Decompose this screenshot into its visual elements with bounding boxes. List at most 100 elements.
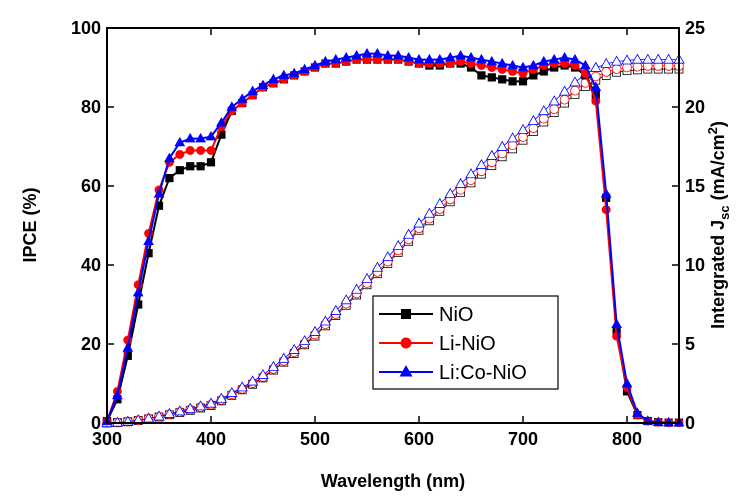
legend-label: Li-NiO (439, 333, 496, 355)
marker (371, 261, 384, 272)
marker (486, 149, 498, 160)
legend-marker (401, 309, 411, 319)
marker (621, 54, 633, 65)
marker (477, 71, 486, 80)
legend-marker (399, 365, 413, 377)
marker (548, 53, 560, 64)
marker (175, 149, 185, 159)
marker (215, 392, 228, 403)
marker (122, 342, 134, 352)
marker (600, 57, 612, 68)
marker (246, 375, 259, 386)
marker (186, 162, 195, 171)
marker (413, 217, 425, 228)
marker (382, 251, 394, 262)
marker (206, 158, 216, 167)
marker (601, 67, 611, 77)
marker (226, 386, 238, 397)
marker (601, 205, 611, 215)
marker (423, 207, 436, 218)
x-tick-label: 700 (508, 429, 538, 449)
x-tick-label: 300 (92, 429, 122, 449)
y2-tick-label: 25 (685, 18, 705, 38)
marker (112, 389, 123, 400)
y2-tick-label: 10 (685, 255, 705, 275)
marker (267, 360, 280, 371)
y-tick-label: 40 (81, 255, 101, 275)
marker (600, 188, 612, 198)
marker (330, 53, 342, 64)
marker (205, 130, 217, 141)
y2-tick-label: 5 (685, 334, 695, 354)
marker (184, 132, 196, 143)
marker (486, 55, 498, 66)
marker (340, 51, 352, 62)
marker (299, 63, 310, 74)
marker (538, 113, 549, 124)
marker (298, 334, 311, 345)
series (101, 47, 685, 427)
marker (164, 152, 175, 163)
marker (517, 123, 529, 134)
marker (247, 85, 258, 95)
marker (528, 123, 539, 133)
y-tick-label: 100 (71, 18, 101, 38)
marker (309, 59, 321, 70)
marker (632, 407, 643, 417)
marker (434, 53, 446, 64)
marker (610, 55, 623, 66)
marker (288, 67, 300, 78)
marker (382, 49, 394, 60)
marker (413, 53, 425, 64)
x-axis-label: Wavelength (nm) (321, 471, 465, 491)
x-tick-label: 800 (612, 429, 642, 449)
y-tick-label: 80 (81, 97, 101, 117)
marker (392, 239, 404, 250)
plot-frame (106, 27, 680, 424)
marker (527, 114, 540, 125)
marker (153, 410, 165, 421)
y2-tick-label: 0 (685, 413, 695, 433)
marker (475, 158, 488, 169)
marker (496, 140, 508, 151)
marker (444, 51, 456, 62)
marker (153, 188, 165, 198)
marker (498, 75, 507, 84)
marker (361, 272, 373, 283)
marker (559, 94, 570, 105)
marker (174, 136, 186, 147)
marker (549, 104, 559, 115)
marker (590, 61, 602, 72)
marker (196, 145, 206, 155)
marker (580, 59, 591, 70)
legend-marker (400, 337, 412, 349)
marker (548, 95, 560, 106)
marker (194, 400, 207, 411)
marker (351, 49, 362, 60)
marker (196, 162, 205, 171)
marker (508, 77, 517, 86)
y2-label-text: Intergrated J (708, 220, 728, 329)
marker (517, 61, 529, 72)
marker (257, 79, 269, 90)
marker (434, 197, 446, 208)
marker (662, 53, 675, 64)
marker (320, 55, 331, 66)
marker (175, 166, 184, 175)
marker (538, 55, 550, 66)
marker (132, 286, 144, 297)
marker (465, 168, 477, 179)
y2-label-end: ) (708, 121, 728, 127)
marker (340, 294, 352, 305)
marker (309, 325, 321, 336)
marker (319, 315, 332, 326)
marker (621, 377, 633, 388)
marker (206, 145, 216, 155)
legend: NiO Li-NiO Li:Co-NiO (372, 295, 559, 390)
marker (454, 177, 467, 188)
marker (611, 64, 622, 74)
marker (392, 49, 404, 60)
marker (652, 53, 664, 64)
marker (528, 59, 539, 70)
marker (487, 73, 496, 82)
